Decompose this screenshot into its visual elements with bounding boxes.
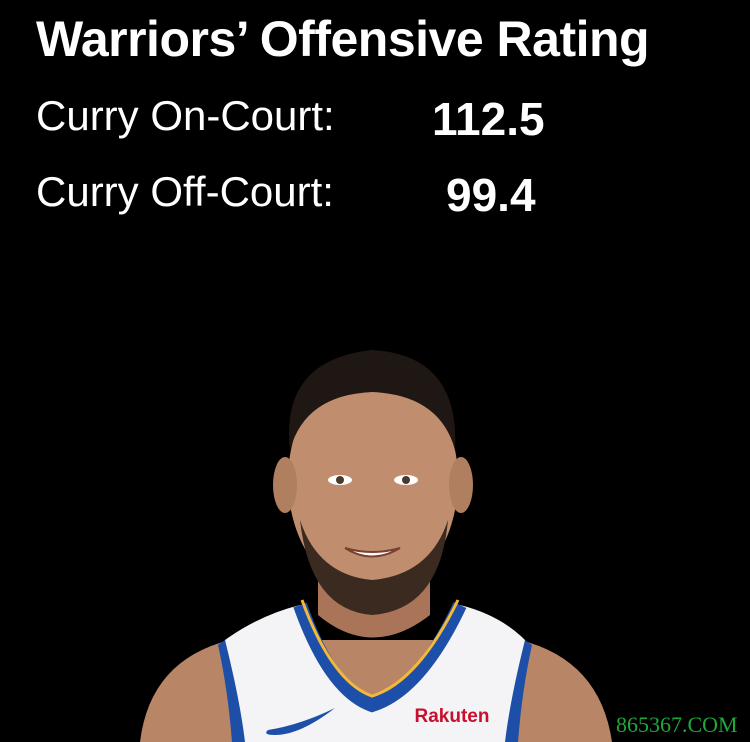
- beard: [300, 520, 448, 615]
- jersey-left-trim: [218, 640, 245, 742]
- smile: [344, 547, 401, 558]
- jersey-collar-gold-trim: [300, 599, 460, 698]
- right-eye: [394, 475, 418, 485]
- on-court-value: 112.5: [432, 93, 545, 145]
- jersey-collar: [293, 602, 467, 713]
- left-eye: [328, 475, 352, 485]
- nike-logo: [266, 708, 335, 735]
- off-court-value: 99.4: [446, 169, 536, 221]
- off-court-label: Curry Off-Court:: [36, 168, 334, 215]
- left-ear: [273, 457, 297, 513]
- watermark: 865367.COM: [616, 712, 738, 737]
- on-court-label: Curry On-Court:: [36, 92, 335, 139]
- jersey-right-trim: [505, 640, 532, 742]
- sponsor-logo: Rakuten: [415, 706, 490, 727]
- face: [288, 365, 458, 595]
- jersey: [225, 605, 525, 742]
- headline: Warriors’ Offensive Rating: [36, 11, 650, 67]
- hair: [289, 350, 456, 450]
- right-ear: [449, 457, 473, 513]
